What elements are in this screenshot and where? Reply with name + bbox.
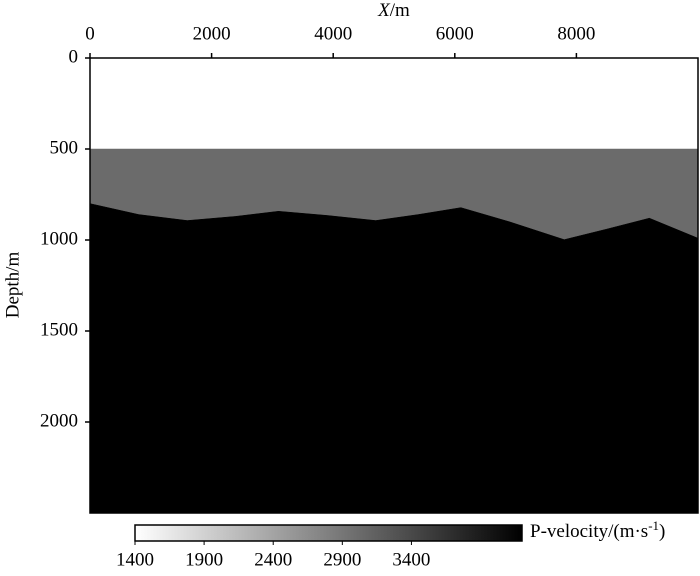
y-tick-label: 500 (50, 137, 79, 158)
x-tick-label: 2000 (193, 23, 231, 44)
y-tick-label: 1000 (40, 228, 78, 249)
x-tick-label: 4000 (314, 23, 352, 44)
x-label-var: X (377, 0, 391, 21)
x-axis-label: X/m (377, 0, 410, 21)
x-tick-label: 0 (85, 23, 95, 44)
colorbar-tick-label: 1400 (116, 549, 154, 570)
velocity-layer (90, 58, 698, 150)
colorbar-tick-label: 3400 (392, 549, 430, 570)
y-tick-label: 1500 (40, 319, 78, 340)
y-tick-label: 0 (69, 46, 79, 67)
colorbar (134, 524, 523, 542)
x-tick-label: 6000 (436, 23, 474, 44)
colorbar-label-main: P-velocity/(m·s (530, 521, 648, 542)
colorbar-tick-label: 2900 (323, 549, 361, 570)
x-label-unit: /m (390, 0, 410, 21)
velocity-layer (90, 203, 698, 513)
model (90, 58, 698, 513)
x-tick-label: 8000 (557, 23, 595, 44)
plot-frame (89, 57, 699, 514)
colorbar-label-sup: -1 (648, 518, 659, 533)
y-axis-label: Depth/m (2, 252, 23, 319)
y-tick-label: 2000 (40, 410, 78, 431)
colorbar-tick-label: 1900 (185, 549, 223, 570)
colorbar-label-end: ) (659, 521, 665, 542)
colorbar-tick-label: 2400 (254, 549, 292, 570)
colorbar-label: P-velocity/(m·s-1) (530, 518, 665, 542)
